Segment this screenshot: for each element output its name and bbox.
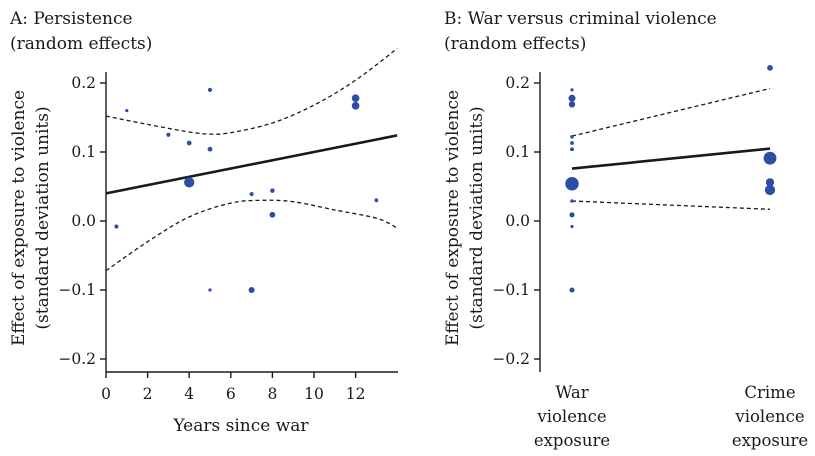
category-label: Crime <box>744 383 795 402</box>
panel-a-y-axis-label: Effect of exposure to violence <box>9 90 29 346</box>
data-point <box>374 198 379 203</box>
data-point <box>565 177 579 191</box>
category-label: exposure <box>732 431 808 450</box>
x-tick-label: 0 <box>101 385 111 403</box>
data-point <box>208 288 212 292</box>
x-tick-label: 6 <box>226 385 236 403</box>
data-point <box>186 140 192 146</box>
y-tick-label: 0.0 <box>71 212 96 230</box>
panel-a-subtitle: (random effects) <box>10 34 152 54</box>
data-point <box>125 109 129 113</box>
data-point <box>351 94 360 103</box>
y-tick-label: 0.1 <box>505 143 530 161</box>
category-label: War <box>555 383 588 402</box>
data-point <box>114 224 119 229</box>
panel-a-ci-lower-line <box>105 199 398 272</box>
data-point <box>767 64 773 71</box>
x-tick-label: 8 <box>267 385 277 403</box>
category-label: exposure <box>534 431 610 450</box>
data-point <box>166 132 171 137</box>
data-point <box>765 178 775 187</box>
panel-b-y-ticks: 0.2 0.1 0.0 −0.1 −0.2 <box>492 74 540 368</box>
y-tick-label: −0.1 <box>492 281 530 299</box>
data-point <box>570 135 574 139</box>
data-point <box>568 94 576 102</box>
panel-a-x-axis-label: Years since war <box>172 416 309 436</box>
x-tick-label: 12 <box>346 385 366 403</box>
panel-a-fit-line <box>105 134 398 195</box>
panel-b-subtitle: (random effects) <box>444 34 586 54</box>
data-point <box>570 88 574 92</box>
data-point <box>270 188 275 193</box>
data-point <box>207 146 213 152</box>
data-point <box>569 212 575 218</box>
panel-b-y-axis-label: Effect of exposure to violence <box>443 90 463 346</box>
x-tick-label: 4 <box>184 385 194 403</box>
y-tick-label: 0.2 <box>71 74 96 92</box>
data-point <box>184 177 195 188</box>
data-point <box>570 141 574 145</box>
panel-b: B: War versus criminal violence (random … <box>443 9 808 450</box>
panel-b-title: B: War versus criminal violence <box>444 9 717 29</box>
y-tick-label: 0.1 <box>71 143 96 161</box>
panel-a-ci-upper-line <box>105 47 398 135</box>
data-point <box>764 184 776 196</box>
panel-a-points <box>114 87 379 294</box>
category-label: violence <box>536 407 606 426</box>
category-label: violence <box>734 407 804 426</box>
panel-b-points <box>565 64 777 293</box>
data-point <box>569 287 575 293</box>
data-point <box>249 192 254 197</box>
data-point <box>570 199 574 203</box>
panel-a-title: A: Persistence <box>9 9 133 29</box>
panel-a-y-axis-label-2: (standard deviation units) <box>33 106 53 329</box>
data-point <box>248 286 255 294</box>
x-tick-label: 2 <box>143 385 153 403</box>
panel-a-y-ticks: 0.2 0.1 0.0 −0.1 −0.2 <box>58 74 106 368</box>
y-tick-label: −0.2 <box>492 350 530 368</box>
panel-b-ci-upper-line <box>571 87 771 137</box>
data-point <box>269 211 276 218</box>
panel-b-y-axis-label-2: (standard deviation units) <box>467 106 487 329</box>
panel-a: A: Persistence (random effects) Effect o… <box>9 9 398 436</box>
x-tick-label: 10 <box>304 385 324 403</box>
data-point <box>570 147 574 152</box>
panel-a-x-ticks: 0 2 4 6 8 10 12 <box>101 372 365 403</box>
panel-b-category-labels: War violence exposure Crime violence exposure <box>534 383 808 450</box>
panel-b-fit-line <box>571 147 771 170</box>
panel-b-ci-lower-line <box>571 200 771 210</box>
data-point <box>351 101 360 110</box>
data-point <box>207 87 213 92</box>
y-tick-label: −0.2 <box>58 350 96 368</box>
data-point <box>763 151 777 165</box>
y-tick-label: −0.1 <box>58 281 96 299</box>
data-point <box>568 101 576 108</box>
y-tick-label: 0.2 <box>505 74 530 92</box>
y-tick-label: 0.0 <box>505 212 530 230</box>
data-point <box>570 224 574 229</box>
